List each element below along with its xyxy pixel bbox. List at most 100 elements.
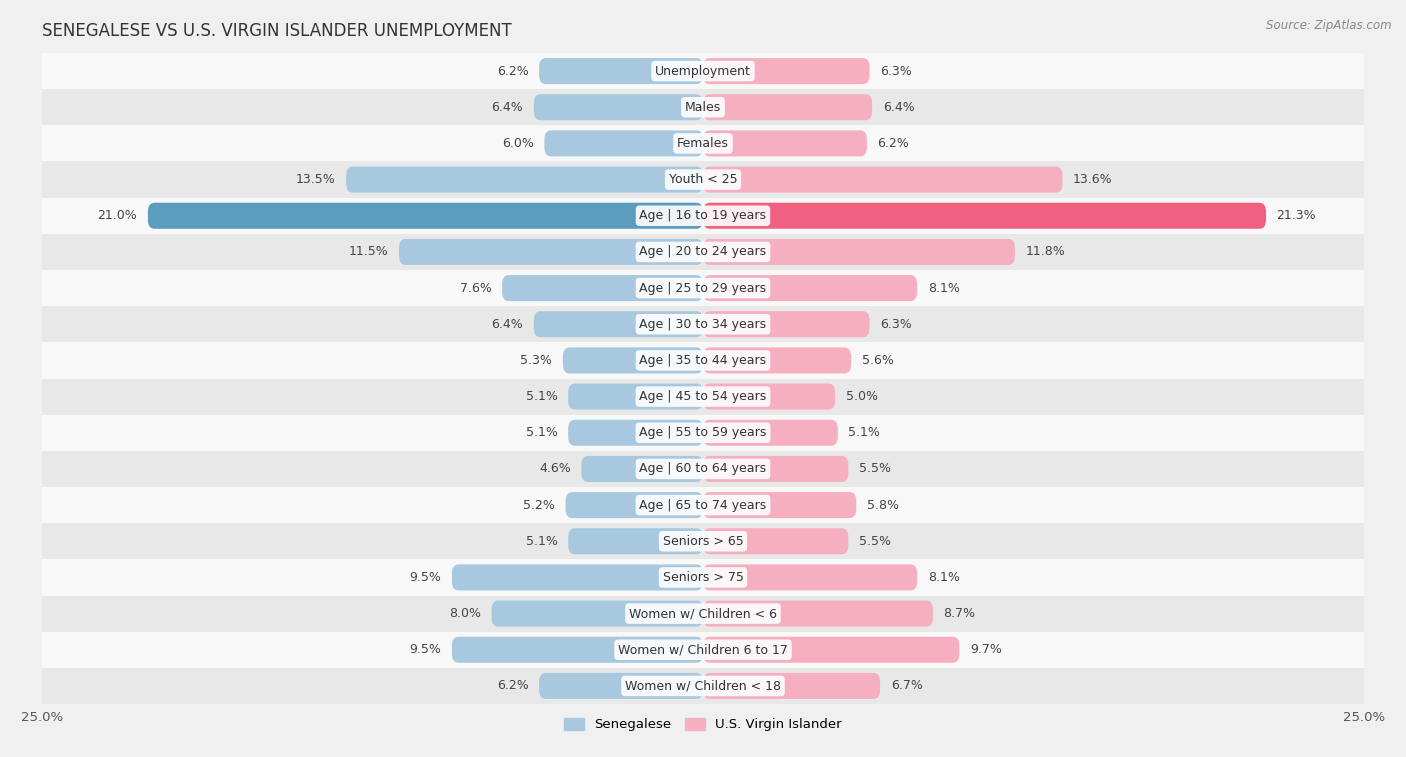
FancyBboxPatch shape (703, 130, 868, 157)
FancyBboxPatch shape (568, 528, 703, 554)
FancyBboxPatch shape (703, 347, 851, 373)
Text: Unemployment: Unemployment (655, 64, 751, 77)
FancyBboxPatch shape (346, 167, 703, 192)
FancyBboxPatch shape (703, 203, 1265, 229)
Text: Women w/ Children 6 to 17: Women w/ Children 6 to 17 (619, 643, 787, 656)
FancyBboxPatch shape (502, 275, 703, 301)
Text: Age | 30 to 34 years: Age | 30 to 34 years (640, 318, 766, 331)
Text: 13.6%: 13.6% (1073, 173, 1112, 186)
Text: 7.6%: 7.6% (460, 282, 492, 294)
FancyBboxPatch shape (568, 419, 703, 446)
Text: 8.7%: 8.7% (943, 607, 976, 620)
Text: 13.5%: 13.5% (295, 173, 336, 186)
Text: Age | 65 to 74 years: Age | 65 to 74 years (640, 499, 766, 512)
Text: Seniors > 75: Seniors > 75 (662, 571, 744, 584)
FancyBboxPatch shape (538, 58, 703, 84)
FancyBboxPatch shape (703, 492, 856, 518)
FancyBboxPatch shape (565, 492, 703, 518)
Bar (42, 126, 1364, 161)
FancyBboxPatch shape (534, 311, 703, 338)
Bar (42, 668, 1364, 704)
Text: 6.0%: 6.0% (502, 137, 534, 150)
FancyBboxPatch shape (544, 130, 703, 157)
Text: 6.3%: 6.3% (880, 64, 912, 77)
FancyBboxPatch shape (538, 673, 703, 699)
Bar (42, 89, 1364, 126)
FancyBboxPatch shape (582, 456, 703, 482)
Text: 5.0%: 5.0% (846, 390, 877, 403)
FancyBboxPatch shape (399, 239, 703, 265)
Text: 5.5%: 5.5% (859, 463, 891, 475)
Text: 6.3%: 6.3% (880, 318, 912, 331)
Bar (42, 53, 1364, 89)
Text: Seniors > 65: Seniors > 65 (662, 534, 744, 548)
Text: 9.5%: 9.5% (409, 571, 441, 584)
Text: Males: Males (685, 101, 721, 114)
Text: 5.2%: 5.2% (523, 499, 555, 512)
FancyBboxPatch shape (703, 419, 838, 446)
FancyBboxPatch shape (568, 384, 703, 410)
FancyBboxPatch shape (703, 528, 848, 554)
Bar (42, 631, 1364, 668)
Text: SENEGALESE VS U.S. VIRGIN ISLANDER UNEMPLOYMENT: SENEGALESE VS U.S. VIRGIN ISLANDER UNEMP… (42, 22, 512, 40)
Text: 21.3%: 21.3% (1277, 209, 1316, 223)
Text: 4.6%: 4.6% (538, 463, 571, 475)
Text: 5.3%: 5.3% (520, 354, 553, 367)
Legend: Senegalese, U.S. Virgin Islander: Senegalese, U.S. Virgin Islander (560, 712, 846, 737)
Text: 8.1%: 8.1% (928, 571, 959, 584)
FancyBboxPatch shape (451, 565, 703, 590)
Text: 6.4%: 6.4% (492, 318, 523, 331)
FancyBboxPatch shape (148, 203, 703, 229)
FancyBboxPatch shape (703, 167, 1063, 192)
Bar (42, 342, 1364, 378)
Text: 8.1%: 8.1% (928, 282, 959, 294)
Text: Age | 20 to 24 years: Age | 20 to 24 years (640, 245, 766, 258)
Text: Source: ZipAtlas.com: Source: ZipAtlas.com (1267, 19, 1392, 32)
Text: 21.0%: 21.0% (97, 209, 138, 223)
Text: Age | 35 to 44 years: Age | 35 to 44 years (640, 354, 766, 367)
Text: 9.7%: 9.7% (970, 643, 1002, 656)
Text: 5.1%: 5.1% (526, 534, 558, 548)
Text: Age | 55 to 59 years: Age | 55 to 59 years (640, 426, 766, 439)
Bar (42, 451, 1364, 487)
Text: 9.5%: 9.5% (409, 643, 441, 656)
Bar (42, 270, 1364, 306)
FancyBboxPatch shape (534, 94, 703, 120)
Text: 11.8%: 11.8% (1025, 245, 1066, 258)
Bar (42, 161, 1364, 198)
Text: 5.8%: 5.8% (868, 499, 898, 512)
FancyBboxPatch shape (492, 600, 703, 627)
Text: 6.4%: 6.4% (492, 101, 523, 114)
Text: Youth < 25: Youth < 25 (669, 173, 737, 186)
Bar (42, 487, 1364, 523)
Text: 5.6%: 5.6% (862, 354, 893, 367)
Text: Age | 25 to 29 years: Age | 25 to 29 years (640, 282, 766, 294)
FancyBboxPatch shape (703, 456, 848, 482)
Bar (42, 559, 1364, 596)
Text: Age | 60 to 64 years: Age | 60 to 64 years (640, 463, 766, 475)
Text: 11.5%: 11.5% (349, 245, 388, 258)
Text: Women w/ Children < 18: Women w/ Children < 18 (626, 680, 780, 693)
Bar (42, 306, 1364, 342)
FancyBboxPatch shape (703, 239, 1015, 265)
Text: 6.4%: 6.4% (883, 101, 914, 114)
Text: 5.5%: 5.5% (859, 534, 891, 548)
Text: 8.0%: 8.0% (449, 607, 481, 620)
Text: Age | 45 to 54 years: Age | 45 to 54 years (640, 390, 766, 403)
Bar (42, 378, 1364, 415)
FancyBboxPatch shape (703, 600, 934, 627)
Text: 6.2%: 6.2% (496, 64, 529, 77)
Text: 6.2%: 6.2% (496, 680, 529, 693)
FancyBboxPatch shape (703, 94, 872, 120)
FancyBboxPatch shape (703, 637, 959, 663)
FancyBboxPatch shape (703, 673, 880, 699)
Text: Age | 16 to 19 years: Age | 16 to 19 years (640, 209, 766, 223)
FancyBboxPatch shape (562, 347, 703, 373)
Bar (42, 234, 1364, 270)
Text: 5.1%: 5.1% (526, 390, 558, 403)
Bar (42, 198, 1364, 234)
Bar (42, 596, 1364, 631)
Text: 6.7%: 6.7% (890, 680, 922, 693)
FancyBboxPatch shape (703, 275, 917, 301)
FancyBboxPatch shape (703, 565, 917, 590)
